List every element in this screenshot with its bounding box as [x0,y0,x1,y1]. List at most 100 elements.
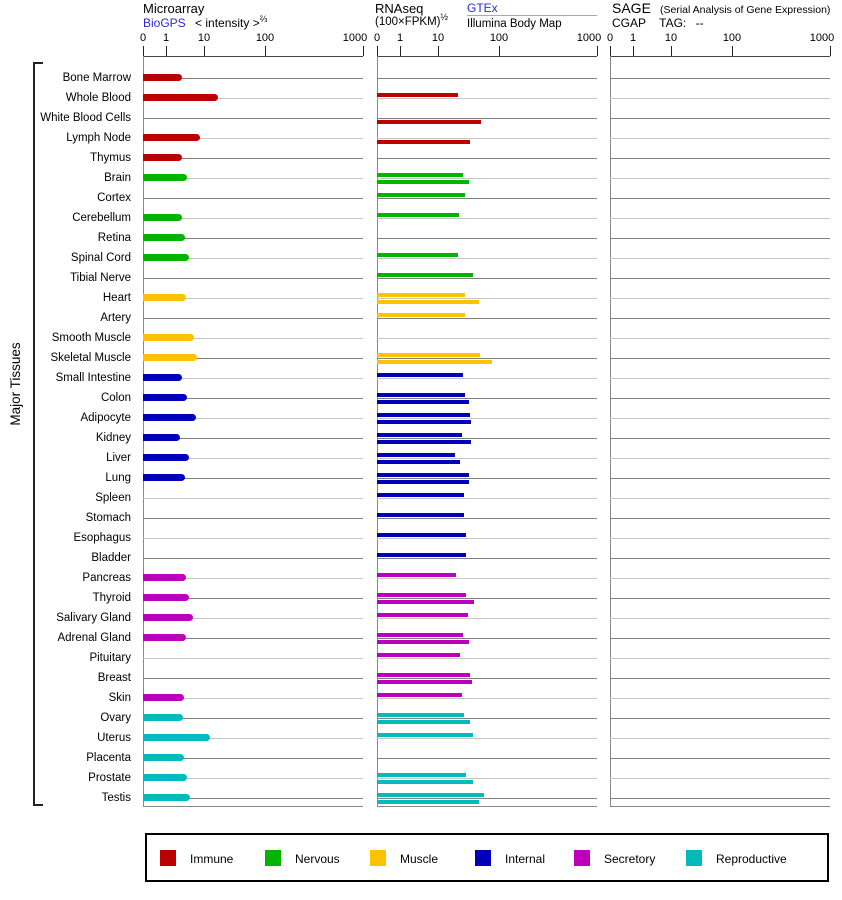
microarray-title: Microarray [143,1,205,16]
gtex-bar [377,193,465,197]
row-gridline [143,598,363,599]
gtex-divider [467,15,597,16]
microarray-bar [143,614,193,621]
row-gridline [377,398,597,399]
bracket-top-cap [33,62,43,64]
gtex-bar [377,513,464,517]
microarray-bar [143,634,186,641]
row-gridline [377,158,597,159]
illumina-bar [377,600,474,604]
tissue-label: Bladder [91,552,131,564]
microarray-bar [143,594,189,601]
gtex-link[interactable]: GTEx [467,1,498,15]
microarray-bar [143,794,190,801]
row-gridline [610,298,830,299]
sage-title: SAGE [612,0,651,16]
row-gridline [143,738,363,739]
tissue-label: Heart [102,292,131,304]
legend-swatch-internal [475,850,491,866]
row-gridline [143,398,363,399]
row-gridline [377,698,597,699]
row-gridline [377,758,597,759]
row-gridline [377,638,597,639]
illumina-bar [377,300,479,304]
tissue-label: Smooth Muscle [51,332,131,344]
tissue-label: Whole Blood [65,92,131,104]
axis-tick-label: 1 [162,32,170,44]
tissue-label: Spleen [95,492,131,504]
tissue-label: Lung [105,472,131,484]
axis-tick-label: 1000 [342,32,368,44]
axis-tick [400,46,401,56]
biogps-link[interactable]: BioGPS [143,16,186,30]
rnaseq-exponent: ½ [440,12,449,23]
axis-baseline [143,56,363,57]
chart-layer: 0 1 10 100 1000 0 1 10 100 1000 0 1 10 100 1000 Bone Ma… [40,32,834,807]
legend-swatch-nervous [265,850,281,866]
tissue-label: Testis [101,792,131,804]
microarray-bar [143,354,197,361]
microarray-bar [143,734,210,741]
row-gridline [377,618,597,619]
axis-tick [671,46,672,56]
tissue-label: Ovary [100,712,131,724]
row-gridline [610,398,830,399]
row-gridline [143,638,363,639]
row-gridline [377,238,597,239]
gtex-bar [377,593,466,597]
panel-left-border [143,56,144,806]
microarray-exponent: ⅔ [259,14,268,24]
row-gridline [610,98,830,99]
row-gridline [610,218,830,219]
illumina-body-map-label: Illumina Body Map [467,18,562,30]
row-gridline [610,478,830,479]
row-gridline [143,698,363,699]
row-gridline [143,418,363,419]
row-gridline [143,318,363,319]
row-gridline [143,138,363,139]
row-gridline [610,338,830,339]
row-gridline [143,298,363,299]
tissue-label: Skin [108,692,131,704]
axis-baseline [377,56,597,57]
illumina-bar [377,640,469,644]
axis-tick [265,46,266,56]
tissue-label: Esophagus [73,532,131,544]
row-gridline [610,658,830,659]
row-gridline [377,378,597,379]
major-tissues-bracket [33,62,35,806]
row-gridline [377,518,597,519]
tissue-label: Bone Marrow [62,72,131,84]
row-gridline [143,458,363,459]
gtex-bar [377,693,462,697]
row-gridline [610,598,830,599]
row-gridline [143,78,363,79]
row-gridline [610,678,830,679]
axis-tick-label: 10 [431,32,445,44]
row-gridline [143,678,363,679]
row-gridline [610,738,830,739]
microarray-bar [143,754,184,761]
row-gridline [377,118,597,119]
axis-tick [597,46,598,56]
gtex-bar [377,793,484,797]
row-gridline [610,638,830,639]
illumina-bar [377,360,492,364]
row-gridline [610,138,830,139]
legend-label-internal: Internal [505,852,546,866]
row-gridline [377,658,597,659]
legend-label-reproductive: Reproductive [716,852,787,866]
row-gridline [610,118,830,119]
illumina-bar [377,780,473,784]
legend-swatch-immune [160,850,176,866]
tissue-label: Tibial Nerve [70,272,131,284]
gtex-bar [377,533,466,537]
gtex-bar [377,393,465,397]
row-gridline [377,138,597,139]
gtex-bar [377,293,465,297]
gtex-bar [377,173,463,177]
tissue-label: Uterus [97,732,131,744]
tag-value: -- [695,16,704,30]
illumina-bar [377,480,469,484]
row-gridline [610,278,830,279]
